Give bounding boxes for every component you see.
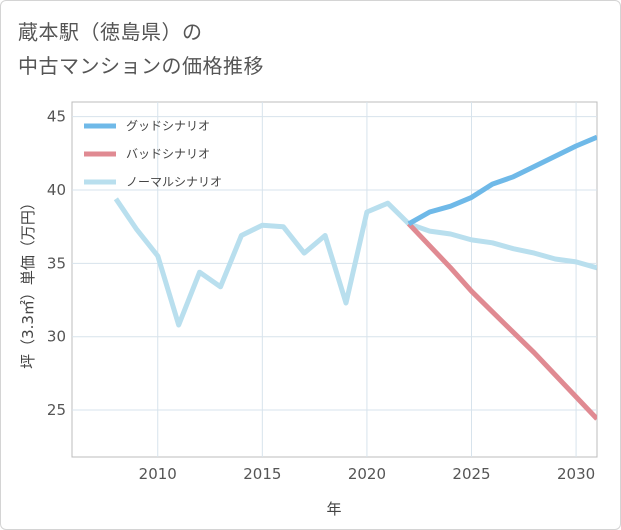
legend-label-1: グッドシナリオ <box>126 119 210 133</box>
x-tick-label: 2020 <box>348 465 386 483</box>
legend-label-3: ノーマルシナリオ <box>126 175 222 189</box>
series-line-2 <box>406 222 597 421</box>
x-tick-label: 2010 <box>139 465 177 483</box>
y-tick-label: 40 <box>47 181 66 199</box>
y-tick-label: 30 <box>47 328 66 346</box>
x-tick-label: 2030 <box>557 465 595 483</box>
y-tick-label: 25 <box>47 401 66 419</box>
series-lines <box>113 134 597 421</box>
x-axis-label: 年 <box>326 500 341 518</box>
chart-title: 蔵本駅（徳島県）の 中古マンションの価格推移 <box>18 15 264 83</box>
series-line-3 <box>113 197 597 328</box>
y-tick-label: 45 <box>47 108 66 126</box>
legend-label-2: バッドシナリオ <box>126 147 210 161</box>
tick-labels: 2010 2015 2020 2025 2030 25 30 35 40 45 <box>47 108 595 483</box>
plot-area <box>71 101 598 458</box>
y-tick-label: 35 <box>47 254 66 272</box>
x-tick-label: 2025 <box>452 465 490 483</box>
series-line-1 <box>407 134 597 226</box>
chart-title-line-1: 蔵本駅（徳島県）の <box>18 20 203 44</box>
x-tick-label: 2015 <box>243 465 281 483</box>
y-axis-label: 坪（3.3㎡）単価（万円） <box>19 195 37 369</box>
chart-title-line-2: 中古マンションの価格推移 <box>18 54 264 78</box>
